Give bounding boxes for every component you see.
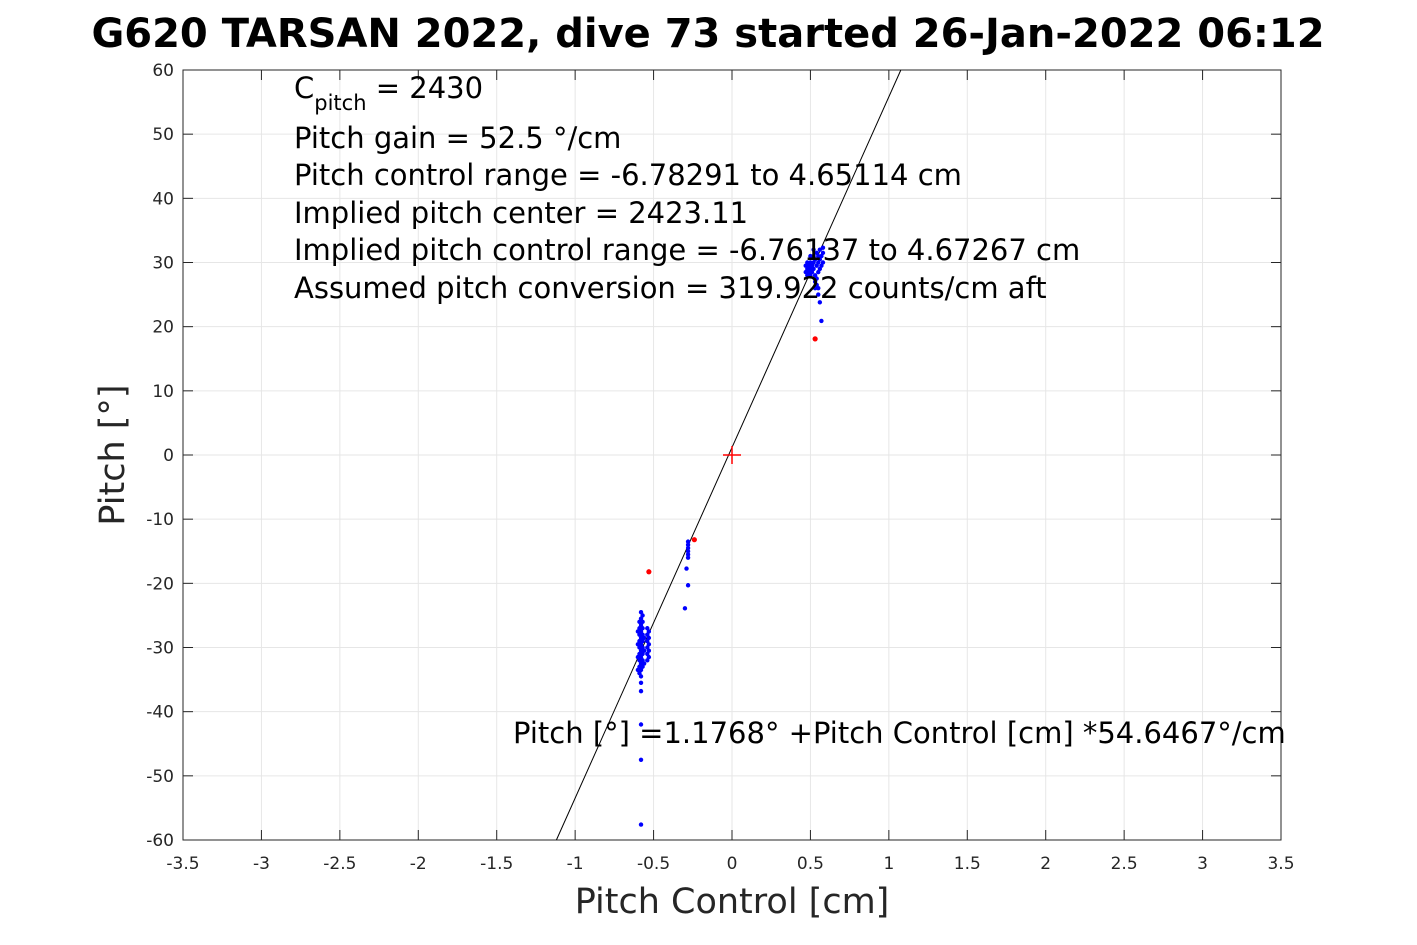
x-tick-label: 1.5 (954, 854, 981, 874)
data-point (812, 257, 818, 262)
cpitch-symbol: C (294, 71, 314, 105)
data-point (638, 822, 644, 827)
annotation-block: Cpitch = 2430 Pitch gain = 52.5 °/cm Pit… (294, 71, 1080, 305)
data-point (682, 606, 688, 611)
y-tick-label: -50 (146, 767, 174, 787)
x-tick-label: 3 (1197, 854, 1208, 874)
y-tick-label: 60 (152, 61, 174, 81)
data-point (816, 285, 821, 291)
cpitch-subscript: pitch (314, 91, 366, 115)
annotation-cpitch: Cpitch = 2430 (294, 71, 483, 115)
annotation-pitch-gain: Pitch gain = 52.5 °/cm (294, 121, 621, 155)
data-point (640, 619, 645, 625)
flagged-data-point (691, 537, 697, 543)
data-point (638, 688, 644, 694)
data-point (820, 250, 826, 256)
data-point (685, 552, 691, 557)
chart-title: G620 TARSAN 2022, dive 73 started 26-Jan… (91, 11, 1324, 57)
data-point (635, 629, 641, 634)
data-point (637, 619, 642, 625)
data-point (685, 545, 691, 551)
data-point (685, 542, 691, 548)
annotation-pitch-control-range: Pitch control range = -6.78291 to 4.6511… (294, 158, 962, 192)
data-point (646, 629, 652, 634)
x-tick-label: -3 (253, 854, 270, 874)
data-point (814, 276, 819, 281)
center-marker-group (723, 446, 741, 464)
data-point (640, 613, 645, 618)
data-point (685, 555, 691, 560)
data-point (684, 566, 689, 571)
data-point (820, 245, 826, 250)
data-point (685, 539, 691, 544)
x-tick-label: 3.5 (1267, 854, 1294, 874)
y-tick-label: -20 (146, 574, 174, 594)
flagged-data-point (646, 569, 652, 575)
fit-equation-label: Pitch [°] =1.1768° +Pitch Control [cm] *… (513, 716, 1286, 750)
y-tick-label: -30 (146, 639, 174, 659)
data-point (646, 635, 652, 641)
y-tick-label: -40 (146, 703, 174, 723)
y-tick-label: 50 (152, 125, 174, 145)
data-point (812, 285, 818, 291)
data-point (816, 292, 821, 297)
y-tick-label: -10 (146, 510, 174, 530)
data-point (638, 680, 644, 685)
y-tick-label: 40 (152, 189, 174, 209)
x-tick-label: -0.5 (637, 854, 670, 874)
x-tick-label: 2.5 (1111, 854, 1138, 874)
data-point (641, 661, 647, 666)
data-point (635, 667, 641, 673)
annotation-implied-control-range: Implied pitch control range = -6.76137 t… (294, 233, 1080, 267)
data-point (685, 583, 691, 588)
x-axis-label: Pitch Control [cm] (575, 882, 890, 922)
x-tick-label: 2 (1040, 854, 1051, 874)
x-tick-label: -2 (410, 854, 427, 874)
data-point (819, 318, 824, 324)
y-tick-label: -60 (146, 831, 174, 851)
data-point (646, 648, 652, 653)
data-point (808, 253, 813, 259)
x-tick-label: 0 (727, 854, 738, 874)
flagged-data-point (812, 336, 818, 342)
x-tick-label: -2.5 (323, 854, 356, 874)
x-tick-label: 1 (883, 854, 894, 874)
data-point (638, 757, 644, 762)
annotation-implied-pitch-center: Implied pitch center = 2423.11 (294, 196, 748, 230)
data-points (635, 245, 826, 827)
y-axis-label: Pitch [°] (93, 384, 133, 525)
data-point (635, 654, 641, 660)
data-point (820, 260, 826, 265)
data-point (685, 549, 691, 554)
y-tick-label: 0 (163, 446, 174, 466)
data-point (641, 648, 647, 653)
data-point (641, 635, 647, 641)
x-tick-label: 0.5 (797, 854, 824, 874)
x-tick-label: -1.5 (480, 854, 513, 874)
y-tick-label: 20 (152, 318, 174, 338)
data-point (640, 626, 645, 631)
data-point (817, 300, 823, 305)
y-tick-label: 30 (152, 254, 174, 274)
axis-ticks: -3.5 -3 -2.5 -2 -1.5 -1 -0.5 0 0.5 1 1.5 2 2.5 3 3.5 60… (146, 61, 1294, 874)
x-tick-label: -1 (567, 854, 584, 874)
grid-lines (182, 69, 1282, 841)
data-point (811, 266, 816, 272)
data-point (811, 247, 816, 252)
x-tick-label: -3.5 (166, 854, 199, 874)
cpitch-value: = 2430 (367, 71, 484, 105)
data-point (646, 654, 652, 660)
y-tick-label: 10 (152, 382, 174, 402)
data-point (635, 642, 641, 647)
data-point (638, 722, 644, 727)
data-point (646, 642, 652, 647)
annotation-pitch-conversion: Assumed pitch conversion = 319.922 count… (294, 271, 1047, 305)
